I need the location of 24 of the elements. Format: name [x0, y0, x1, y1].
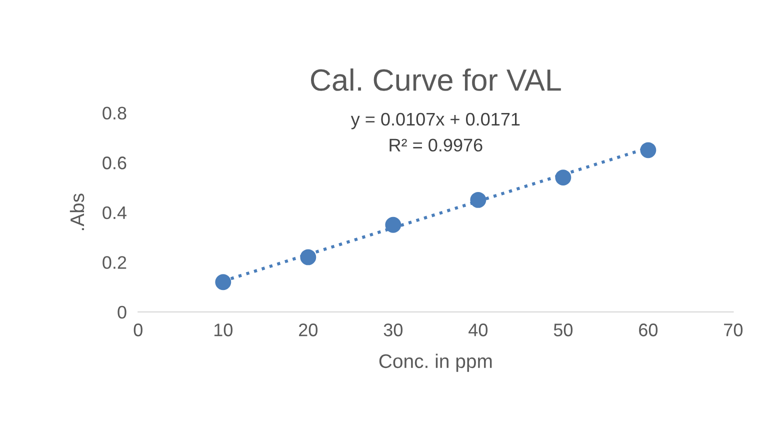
x-tick-label: 0	[134, 324, 142, 336]
x-tick-label: 70	[724, 324, 743, 336]
point	[215, 274, 232, 290]
y-axis-title: .Abs	[70, 194, 84, 230]
chart-title: Cal. Curve for VAL	[310, 68, 561, 91]
y-tick-label: 0.8	[102, 106, 126, 120]
y-tick-label: 0.6	[102, 156, 126, 170]
x-tick-label: 30	[384, 324, 402, 336]
point	[640, 142, 656, 158]
point	[300, 249, 316, 266]
point	[470, 192, 486, 208]
x-tick-label: 60	[639, 324, 658, 336]
annotation: R² = 0.9976	[390, 138, 482, 152]
x-tick-label: 50	[554, 324, 573, 336]
x-tick-label: 20	[299, 324, 318, 336]
point	[385, 216, 402, 233]
x-tick-label: 40	[468, 324, 488, 336]
y-tick-label: 0	[118, 306, 126, 319]
y-tick-label: 0.2	[102, 256, 126, 269]
annotation: y = 0.0107x + 0.0171	[350, 112, 520, 130]
y-tick-label: 0.4	[102, 206, 126, 220]
x-tick-label: 10	[214, 324, 232, 336]
x-axis-title: Conc. in ppm	[379, 354, 492, 372]
point	[555, 170, 572, 186]
